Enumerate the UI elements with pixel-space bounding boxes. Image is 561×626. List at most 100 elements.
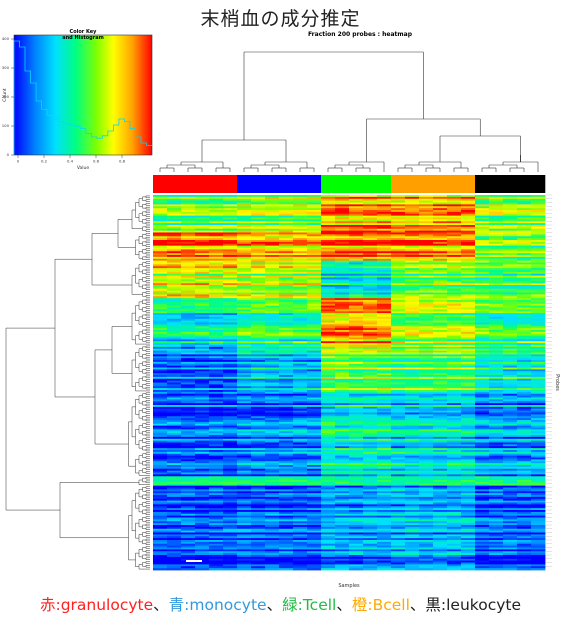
heatmap-cell: [475, 384, 490, 387]
heatmap-cell: [503, 309, 518, 312]
heatmap-cell: [475, 273, 490, 277]
heatmap-cell: [195, 474, 210, 477]
heatmap-cell: [195, 249, 210, 252]
heatmap-cell: [279, 455, 294, 458]
heatmap-cell: [475, 202, 490, 205]
heatmap-cell: [405, 345, 420, 348]
heatmap-cell: [265, 324, 280, 327]
heatmap-cell: [503, 438, 518, 442]
heatmap-cell: [475, 322, 490, 325]
heatmap-cell: [391, 285, 406, 288]
heatmap-cell: [195, 238, 210, 241]
heatmap-cell: [265, 463, 280, 466]
heatmap-cell: [209, 354, 224, 357]
heatmap-cell: [195, 408, 210, 412]
heatmap-cell: [307, 350, 322, 353]
heatmap-cell: [503, 335, 518, 338]
heatmap-cell: [279, 425, 294, 428]
heatmap-cell: [489, 202, 504, 205]
heatmap-cell: [377, 275, 392, 278]
heatmap-cell: [321, 435, 336, 438]
heatmap-cell: [167, 243, 182, 247]
heatmap-cell: [153, 294, 168, 297]
heatmap-cell: [209, 373, 224, 376]
heatmap-cell: [377, 363, 392, 367]
heatmap-cell: [321, 420, 336, 423]
heatmap-cell: [307, 241, 322, 245]
heatmap-cell: [447, 416, 462, 419]
heatmap-cell: [433, 320, 448, 323]
heatmap-cell: [405, 367, 420, 370]
heatmap-cell: [265, 290, 280, 293]
heatmap-cell: [475, 318, 490, 322]
heatmap-cell: [251, 245, 266, 248]
heatmap-cell: [293, 211, 308, 215]
heatmap-cell: [209, 388, 224, 391]
heatmap-cell: [167, 459, 182, 462]
heatmap-cell: [489, 256, 504, 260]
heatmap-cell: [265, 376, 280, 380]
heatmap-cell: [419, 386, 434, 389]
heatmap-cell: [167, 436, 182, 440]
heatmap-cell: [251, 337, 266, 340]
heatmap-cell: [279, 346, 294, 350]
heatmap-cell: [531, 273, 546, 277]
heatmap-cell: [265, 412, 280, 415]
heatmap-cell: [503, 457, 518, 460]
heatmap-cell: [447, 373, 462, 376]
heatmap-cell: [461, 401, 476, 404]
heatmap-cell: [363, 213, 378, 217]
heatmap-cell: [209, 451, 224, 455]
heatmap-cell: [363, 256, 378, 260]
heatmap-cell: [461, 288, 476, 292]
heatmap-cell: [321, 401, 336, 404]
heatmap-cell: [391, 348, 406, 352]
heatmap-cell: [517, 318, 532, 322]
heatmap-cell: [363, 253, 378, 256]
heatmap-cell: [279, 418, 294, 421]
heatmap-cell: [531, 376, 546, 380]
heatmap-cell: [251, 427, 266, 430]
heatmap-cell: [293, 281, 308, 284]
heatmap-cell: [265, 301, 280, 305]
heatmap-cell: [391, 300, 406, 303]
heatmap-cell: [321, 322, 336, 325]
heatmap-cell: [475, 395, 490, 398]
heatmap-cell: [167, 478, 182, 481]
heatmap-cell: [223, 266, 238, 269]
heatmap-cell: [279, 361, 294, 365]
heatmap-cell: [461, 303, 476, 307]
heatmap-cell: [405, 292, 420, 295]
heatmap-cell: [265, 414, 280, 417]
heatmap-cell: [461, 453, 476, 457]
heatmap-cell: [153, 341, 168, 344]
heatmap-cell: [503, 466, 518, 470]
heatmap-cell: [335, 369, 350, 372]
heatmap-cell: [223, 414, 238, 417]
heatmap-cell: [349, 219, 364, 222]
heatmap-cell: [307, 245, 322, 248]
heatmap-cell: [489, 410, 504, 413]
heatmap-cell: [307, 226, 322, 230]
heatmap-cell: [321, 451, 336, 455]
heatmap-cell: [321, 339, 336, 342]
group-bar-granulocyte: [153, 175, 238, 193]
heatmap-cell: [223, 215, 238, 218]
heatmap-cell: [447, 258, 462, 262]
heatmap-cell: [405, 358, 420, 361]
heatmap-cell: [433, 346, 448, 350]
heatmap-cell: [293, 361, 308, 365]
heatmap-cell: [181, 401, 196, 404]
heatmap-cell: [265, 354, 280, 357]
heatmap-cell: [237, 416, 252, 419]
heatmap-cell: [433, 335, 448, 338]
heatmap-cell: [475, 354, 490, 357]
heatmap-cell: [391, 478, 406, 481]
heatmap-cell: [517, 271, 532, 275]
heatmap-cell: [237, 352, 252, 355]
heatmap-cell: [419, 249, 434, 252]
heatmap-cell: [503, 195, 518, 198]
heatmap-cell: [447, 256, 462, 260]
heatmap-cell: [265, 241, 280, 245]
heatmap-cell: [167, 435, 182, 438]
